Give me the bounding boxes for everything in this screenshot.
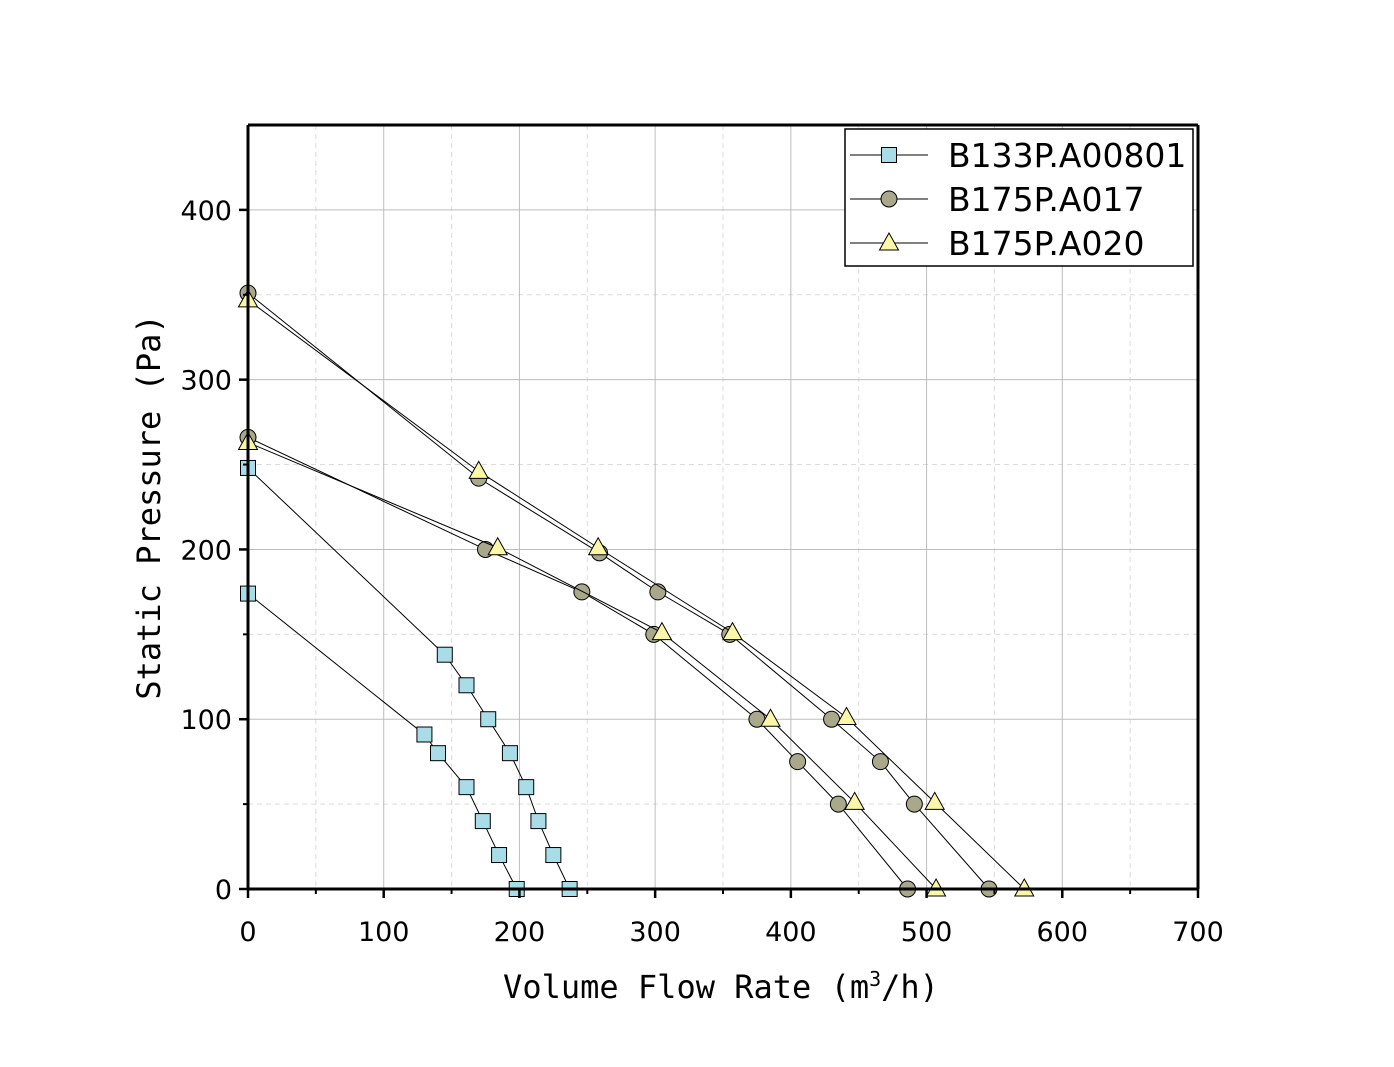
data-point-triangle xyxy=(836,706,857,726)
data-point-circle xyxy=(649,583,667,601)
axes xyxy=(239,123,1200,898)
data-point-triangle xyxy=(468,460,490,479)
series-line xyxy=(247,442,937,890)
data-point-circle xyxy=(573,583,591,601)
data-point-circle xyxy=(789,753,807,771)
x-axis-title-tail: /h) xyxy=(881,968,939,1006)
x-axis-title: Volume Flow Rate (m3/h) xyxy=(503,967,939,1006)
data-point-triangle xyxy=(924,791,946,810)
data-point-circle xyxy=(905,795,923,813)
data-point-square xyxy=(458,779,475,796)
legend-label: B175P.A020 xyxy=(948,224,1144,263)
data-point-triangle xyxy=(651,621,673,641)
data-point-triangle xyxy=(844,791,865,810)
data-point-triangle xyxy=(587,536,609,556)
data-point-square xyxy=(458,677,475,694)
data-point-circle xyxy=(829,795,847,813)
legend-entry: B175P.A017 xyxy=(850,180,1144,219)
data-point-square xyxy=(501,745,518,762)
series-circle xyxy=(239,284,998,898)
data-point-square xyxy=(530,813,547,830)
series-line xyxy=(247,593,518,890)
series-line xyxy=(247,467,571,890)
data-point-square xyxy=(491,847,508,864)
x-tick-label: 500 xyxy=(901,917,953,948)
x-axis-title-superscript: 3 xyxy=(869,967,881,991)
data-point-triangle xyxy=(722,621,743,641)
data-point-square xyxy=(416,726,433,743)
data-point-square xyxy=(518,779,535,796)
y-tick-label: 0 xyxy=(215,875,232,906)
y-tick-label: 300 xyxy=(180,366,232,397)
y-axis-title: Static Pressure (Pa) xyxy=(130,314,168,699)
series-square xyxy=(240,459,578,897)
series-line xyxy=(247,436,908,890)
data-point-square xyxy=(436,646,453,663)
legend-marker-circle xyxy=(880,190,898,208)
legend-label: B175P.A017 xyxy=(948,180,1144,219)
legend: B133P.A00801 B175P.A017 B175P.A020 xyxy=(844,128,1194,267)
series-triangle xyxy=(237,288,1035,897)
data-point-triangle xyxy=(487,536,509,556)
x-tick-label: 0 xyxy=(239,917,256,948)
x-axis-title-main: Volume Flow Rate (m xyxy=(503,968,869,1006)
x-tick-label: 400 xyxy=(765,917,817,948)
x-tick-label: 200 xyxy=(494,917,546,948)
y-tick-label: 400 xyxy=(180,196,232,227)
tick-labels: 0 100 200 300 400 500 600 700 0 100 200 300 400 xyxy=(180,196,1223,948)
x-tick-label: 300 xyxy=(629,917,681,948)
x-tick-label: 700 xyxy=(1172,917,1224,948)
grid xyxy=(248,125,1198,889)
legend-label: B133P.A00801 xyxy=(948,136,1186,175)
legend-marker-triangle xyxy=(878,231,900,251)
data-point-square xyxy=(545,847,562,864)
legend-entries: B133P.A00801 B175P.A017 B175P.A020 xyxy=(850,136,1186,263)
data-point-square xyxy=(480,711,497,728)
y-tick-label: 200 xyxy=(180,535,232,566)
x-tick-label: 100 xyxy=(358,917,410,948)
x-tick-label: 600 xyxy=(1037,917,1089,948)
legend-marker-square xyxy=(881,147,897,163)
data-point-square xyxy=(474,813,491,830)
data-point-circle xyxy=(871,753,889,771)
legend-entry: B133P.A00801 xyxy=(850,136,1186,175)
data-point-triangle xyxy=(760,708,781,727)
series-layer xyxy=(237,284,1035,898)
data-point-square xyxy=(430,745,446,762)
y-tick-label: 100 xyxy=(180,705,232,736)
legend-entry: B175P.A020 xyxy=(850,224,1144,263)
